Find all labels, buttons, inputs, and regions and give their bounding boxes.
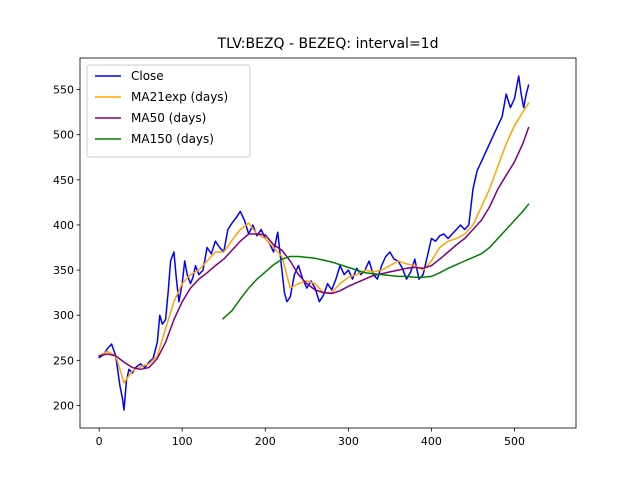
x-tick-label: 0 xyxy=(96,435,103,448)
legend-label-ma50-days: MA50 (days) xyxy=(131,111,206,125)
y-axis: 200 250 300 350 400 450 500 550 xyxy=(53,84,80,412)
y-tick-label: 250 xyxy=(53,354,74,367)
legend-box xyxy=(86,64,251,158)
y-tick-label: 300 xyxy=(53,309,74,322)
y-tick-label: 450 xyxy=(53,174,74,187)
legend: Close MA21exp (days) MA50 (days) MA150 (day… xyxy=(86,64,251,158)
legend-label-ma150-days: MA150 (days) xyxy=(131,132,214,146)
y-tick-label: 550 xyxy=(53,84,74,97)
series-layer xyxy=(98,75,530,411)
legend-label-ma21exp-days: MA21exp (days) xyxy=(131,90,228,104)
series-line-close xyxy=(98,75,530,411)
x-tick-label: 200 xyxy=(255,435,276,448)
x-tick-label: 500 xyxy=(504,435,525,448)
series-line-ma50-days xyxy=(98,126,530,371)
series-line-ma150-days xyxy=(222,203,530,320)
x-tick-label: 400 xyxy=(421,435,442,448)
axes-frame xyxy=(79,57,577,429)
legend-label-close: Close xyxy=(131,69,164,83)
x-tick-label: 100 xyxy=(172,435,193,448)
chart-title: TLV:BEZQ - BEZEQ: interval=1d xyxy=(217,36,439,52)
x-axis: 0 100 200 300 400 500 xyxy=(96,428,525,448)
y-tick-label: 350 xyxy=(53,264,74,277)
x-tick-label: 300 xyxy=(338,435,359,448)
y-tick-label: 500 xyxy=(53,129,74,142)
y-tick-label: 400 xyxy=(53,219,74,232)
series-line-ma21exp-days xyxy=(98,102,530,384)
y-tick-label: 200 xyxy=(53,399,74,412)
